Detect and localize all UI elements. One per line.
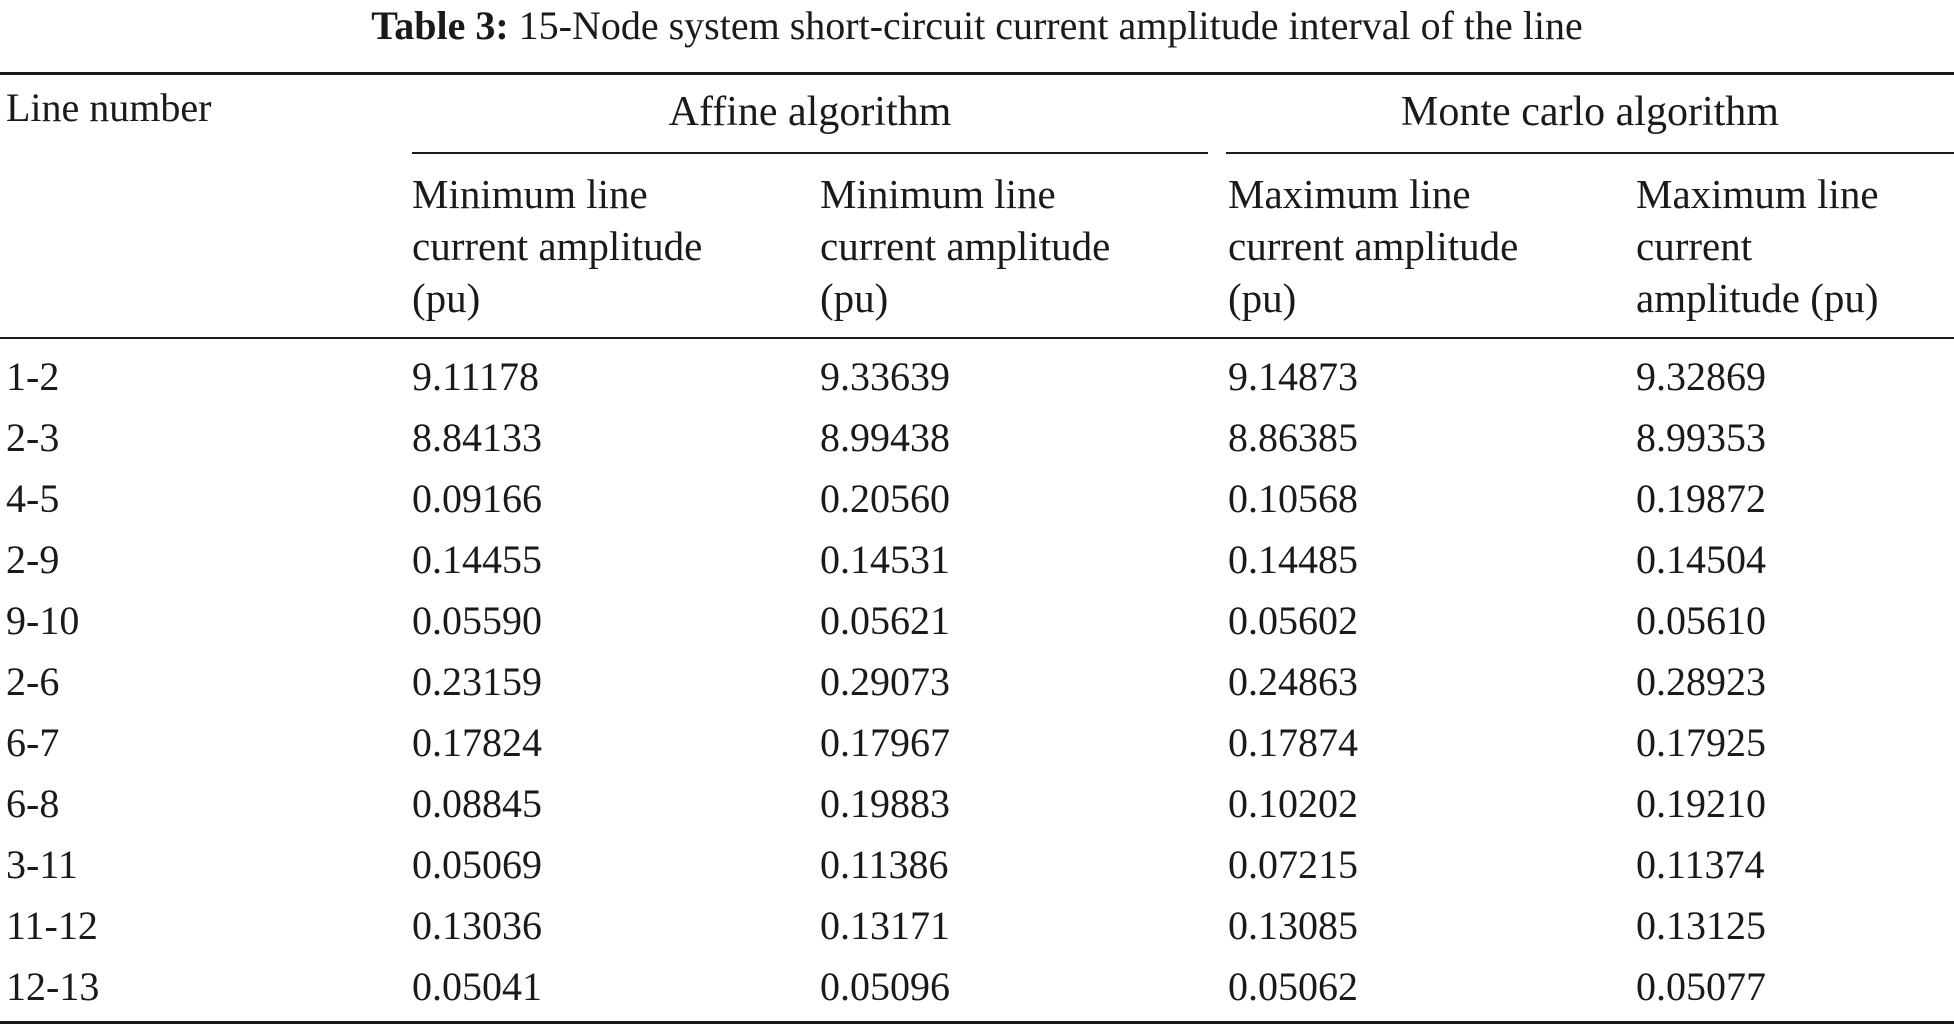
subheader-line: Minimum line — [412, 171, 648, 217]
group-rule-monte-carlo — [1226, 152, 1954, 154]
value-cell: 0.13036 — [412, 903, 542, 948]
subheader-line: current — [1636, 223, 1753, 269]
value-cell: 0.17824 — [412, 720, 542, 765]
subheader-line: Minimum line — [820, 171, 1056, 217]
subheader-affine-min-1: Minimum line current amplitude (pu) — [412, 168, 702, 324]
table-row: 11-12 0.13036 0.13171 0.13085 0.13125 — [0, 895, 1954, 956]
value-cell: 0.07215 — [1228, 842, 1358, 887]
subheader-line: Maximum line — [1228, 171, 1471, 217]
table-row: 9-10 0.05590 0.05621 0.05602 0.05610 — [0, 590, 1954, 651]
value-cell: 0.05069 — [412, 842, 542, 887]
subheader-line: current amplitude — [820, 223, 1111, 269]
value-cell: 0.19872 — [1636, 476, 1766, 521]
value-cell: 8.84133 — [412, 415, 542, 460]
subheader-monte-carlo-max-1: Maximum line current amplitude (pu) — [1228, 168, 1518, 324]
value-cell: 9.33639 — [820, 354, 950, 399]
line-number-cell: 3-11 — [6, 842, 78, 887]
value-cell: 0.14485 — [1228, 537, 1358, 582]
table-row: 3-11 0.05069 0.11386 0.07215 0.11374 — [0, 834, 1954, 895]
value-cell: 0.11386 — [820, 842, 949, 887]
line-number-cell: 1-2 — [6, 354, 60, 399]
group-header-monte-carlo: Monte carlo algorithm — [1401, 89, 1779, 135]
line-number-cell: 6-8 — [6, 781, 60, 826]
subheader-line: current amplitude — [412, 223, 703, 269]
group-header-affine: Affine algorithm — [668, 89, 952, 135]
value-cell: 0.23159 — [412, 659, 542, 704]
group-rule-affine — [412, 152, 1208, 154]
subheader-line: Maximum line — [1636, 171, 1879, 217]
table-row: 6-8 0.08845 0.19883 0.10202 0.19210 — [0, 773, 1954, 834]
table-caption-label: Table 3: — [371, 3, 509, 48]
table-row: 2-6 0.23159 0.29073 0.24863 0.28923 — [0, 651, 1954, 712]
line-number-cell: 4-5 — [6, 476, 60, 521]
line-number-cell: 12-13 — [6, 964, 100, 1009]
table-row: 2-3 8.84133 8.99438 8.86385 8.99353 — [0, 407, 1954, 468]
subheader-line: amplitude (pu) — [1636, 275, 1879, 321]
value-cell: 0.05041 — [412, 964, 542, 1009]
value-cell: 0.29073 — [820, 659, 950, 704]
table-caption-text: 15-Node system short-circuit current amp… — [518, 3, 1583, 48]
value-cell: 0.08845 — [412, 781, 542, 826]
value-cell: 0.14531 — [820, 537, 950, 582]
value-cell: 9.32869 — [1636, 354, 1766, 399]
value-cell: 8.99353 — [1636, 415, 1766, 460]
table-caption: Table 3: 15-Node system short-circuit cu… — [0, 0, 1954, 58]
value-cell: 0.14504 — [1636, 537, 1766, 582]
value-cell: 0.05602 — [1228, 598, 1358, 643]
subheader-line: (pu) — [1228, 275, 1297, 321]
table-row: 12-13 0.05041 0.05096 0.05062 0.05077 — [0, 956, 1954, 1017]
line-number-cell: 2-6 — [6, 659, 60, 704]
value-cell: 0.20560 — [820, 476, 950, 521]
value-cell: 0.13171 — [820, 903, 950, 948]
value-cell: 0.28923 — [1636, 659, 1766, 704]
table-row: 1-2 9.11178 9.33639 9.14873 9.32869 — [0, 346, 1954, 407]
subheader-line: current amplitude — [1228, 223, 1519, 269]
value-cell: 0.24863 — [1228, 659, 1358, 704]
value-cell: 0.05062 — [1228, 964, 1358, 1009]
line-number-cell: 9-10 — [6, 598, 80, 643]
subheader-monte-carlo-max-2: Maximum line current amplitude (pu) — [1636, 168, 1879, 324]
value-cell: 8.86385 — [1228, 415, 1358, 460]
table-row: 4-5 0.09166 0.20560 0.10568 0.19872 — [0, 468, 1954, 529]
header-bottom-rule — [0, 337, 1954, 339]
header-line-number: Line number — [6, 85, 212, 130]
subheader-affine-min-2: Minimum line current amplitude (pu) — [820, 168, 1110, 324]
value-cell: 9.11178 — [412, 354, 540, 399]
value-cell: 0.14455 — [412, 537, 542, 582]
table-row: 6-7 0.17824 0.17967 0.17874 0.17925 — [0, 712, 1954, 773]
value-cell: 0.19883 — [820, 781, 950, 826]
value-cell: 0.05077 — [1636, 964, 1766, 1009]
value-cell: 9.14873 — [1228, 354, 1358, 399]
value-cell: 0.17967 — [820, 720, 950, 765]
subheader-line: (pu) — [412, 275, 481, 321]
value-cell: 0.09166 — [412, 476, 542, 521]
value-cell: 0.05590 — [412, 598, 542, 643]
value-cell: 8.99438 — [820, 415, 950, 460]
value-cell: 0.11374 — [1636, 842, 1765, 887]
value-cell: 0.17925 — [1636, 720, 1766, 765]
value-cell: 0.05096 — [820, 964, 950, 1009]
line-number-cell: 2-3 — [6, 415, 60, 460]
line-number-cell: 2-9 — [6, 537, 60, 582]
value-cell: 0.10568 — [1228, 476, 1358, 521]
table-top-rule — [0, 72, 1954, 75]
value-cell: 0.10202 — [1228, 781, 1358, 826]
line-number-cell: 11-12 — [6, 903, 98, 948]
value-cell: 0.05621 — [820, 598, 950, 643]
value-cell: 0.17874 — [1228, 720, 1358, 765]
value-cell: 0.05610 — [1636, 598, 1766, 643]
subheader-line: (pu) — [820, 275, 889, 321]
line-number-cell: 6-7 — [6, 720, 60, 765]
table-bottom-rule — [0, 1021, 1954, 1024]
value-cell: 0.13125 — [1636, 903, 1766, 948]
table-row: 2-9 0.14455 0.14531 0.14485 0.14504 — [0, 529, 1954, 590]
value-cell: 0.19210 — [1636, 781, 1766, 826]
value-cell: 0.13085 — [1228, 903, 1358, 948]
